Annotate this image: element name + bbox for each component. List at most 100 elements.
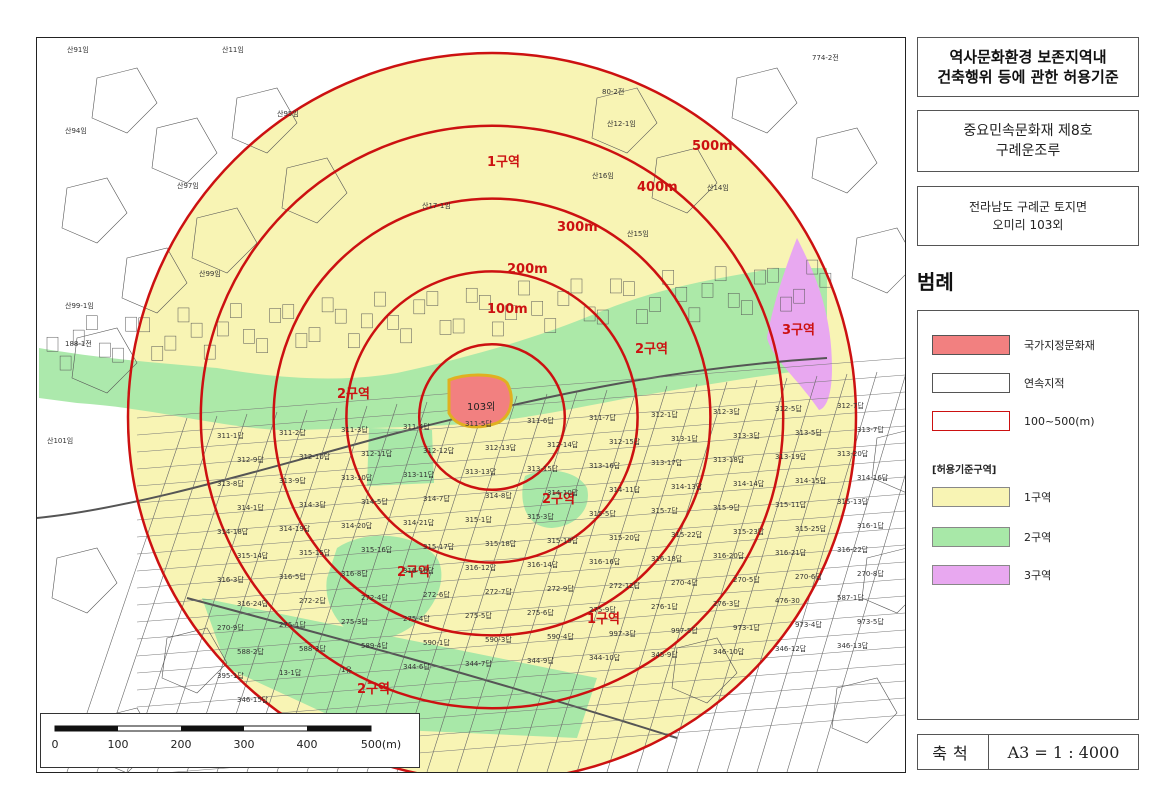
parcel-outline (348, 333, 360, 349)
parcel-label: 316-3답 (217, 575, 244, 584)
parcel-outline (161, 627, 228, 694)
parcel-label: 산99임 (199, 269, 221, 278)
parcel-outline (112, 347, 124, 363)
legend-swatch (932, 565, 1010, 585)
parcel-label: 590-4답 (547, 632, 574, 641)
parcel-label: 313-11답 (403, 470, 435, 479)
parcel-label: 316-22답 (837, 545, 869, 554)
parcel-label: 산12-1임 (607, 119, 636, 128)
parcel-label: 188-1전 (65, 339, 92, 348)
heritage-line-2: 구례운조루 (995, 143, 1061, 159)
parcel-outline (831, 677, 898, 744)
parcel-outline (308, 327, 321, 342)
parcel-label: 272-12답 (609, 581, 641, 590)
parcel-outline (46, 336, 59, 352)
parcel-outline (321, 297, 334, 313)
parcel-outline (861, 548, 905, 614)
parcel-line (136, 374, 905, 436)
parcel-outline (231, 87, 298, 154)
legend-swatch (932, 487, 1010, 507)
zone-label: 1구역 (587, 611, 620, 627)
parcel-line (546, 385, 668, 772)
parcel-outline (662, 270, 674, 285)
parcel-label: 316-20답 (713, 551, 745, 560)
parcel-outline (492, 321, 504, 337)
scale-tick: 400 (296, 738, 318, 751)
parcel-line (726, 373, 848, 772)
parcel-outline (91, 67, 158, 134)
distance-ring (199, 124, 785, 710)
parcel-outline (230, 303, 242, 318)
zone-label: 2구역 (397, 564, 430, 580)
zone-2-strip-south (202, 598, 597, 738)
legend-item-zone-2: 2구역 (932, 527, 1051, 547)
parcel-label: 313-3답 (733, 431, 760, 440)
parcel-label: 590-3답 (485, 635, 512, 644)
parcel-label: 272-2답 (299, 596, 326, 605)
zone-label: 3구역 (782, 322, 815, 338)
parcel-outline (256, 338, 268, 353)
zone-2-band-north (39, 268, 827, 431)
parcel-label: 315-16답 (361, 545, 393, 554)
parcel-outline (400, 328, 412, 344)
parcel-outline (793, 288, 805, 304)
parcel-label: 587-1답 (837, 593, 864, 602)
parcel-label: 312-1답 (651, 410, 678, 419)
legend-item-zone-1: 1구역 (932, 487, 1051, 507)
parcel-outline (806, 259, 819, 275)
parcel-label: 973-5답 (857, 617, 884, 626)
parcel-label: 313-17답 (651, 458, 683, 467)
legend-label: 3구역 (1024, 569, 1052, 582)
parcel-outline (282, 304, 295, 319)
parcel-label: 270-6답 (795, 572, 822, 581)
distance-rings (126, 51, 858, 772)
parcel-outline (714, 266, 727, 282)
parcel-line (276, 403, 398, 772)
parcel-label: 272-4답 (361, 593, 388, 602)
parcel-outline (177, 307, 190, 323)
heritage-line-1: 중요민속문화재 제8호 (963, 123, 1093, 139)
zone-2-cluster-south (326, 535, 442, 640)
parcel-label: 275-3답 (341, 617, 368, 626)
parcel-label: 997-5답 (671, 626, 698, 635)
zone-2-plot (367, 428, 434, 486)
legend-label: 2구역 (1024, 531, 1052, 544)
parcel-label: 314-16답 (857, 473, 889, 482)
parcel-line (136, 357, 905, 419)
parcel-label: 314-19답 (279, 524, 311, 533)
parcel-label: 476-30 (775, 597, 800, 605)
parcel-label: 산101임 (47, 436, 73, 445)
parcel-label: 315-17답 (423, 542, 455, 551)
parcel-outline (754, 269, 766, 285)
parcel-label: 314-10답 (547, 488, 579, 497)
parcel-label: 315-18답 (485, 539, 517, 548)
parcel-outline (99, 342, 111, 358)
title-line-2: 건축행위 등에 관한 허용기준 (937, 68, 1119, 86)
parcel-label: 311-7답 (589, 413, 616, 422)
parcel-label: 270-5답 (733, 575, 760, 584)
parcel-label: 344-9답 (527, 656, 554, 665)
parcel-outline (151, 346, 164, 361)
legend-label: 국가지정문화재 (1024, 339, 1095, 352)
parcel-outline (727, 293, 740, 308)
parcel-outline (544, 318, 557, 333)
parcel-label: 344-6답 (403, 662, 430, 671)
scale-tick: 100 (107, 738, 129, 751)
parcel-label: 313-10답 (341, 473, 373, 482)
parcel-outline (780, 296, 792, 312)
parcel-outline (281, 157, 348, 224)
parcel-label: 312-9답 (237, 455, 264, 464)
parcel-label: 314-18답 (217, 527, 249, 536)
parcel-line (156, 411, 278, 772)
parcel-outline (610, 278, 622, 294)
legend-item-rings: 100~500(m) (932, 411, 1095, 431)
parcel-line (136, 629, 905, 691)
parcel-label: 270-8답 (857, 569, 884, 578)
parcel-line (696, 375, 818, 772)
parcel-label: 315-7답 (651, 506, 678, 515)
parcel-label: 316-8답 (341, 569, 368, 578)
parcel-label: 314-13답 (671, 482, 703, 491)
parcel-label: 275-4답 (403, 614, 430, 623)
parcel-line (136, 493, 905, 555)
parcel-line (136, 527, 905, 589)
